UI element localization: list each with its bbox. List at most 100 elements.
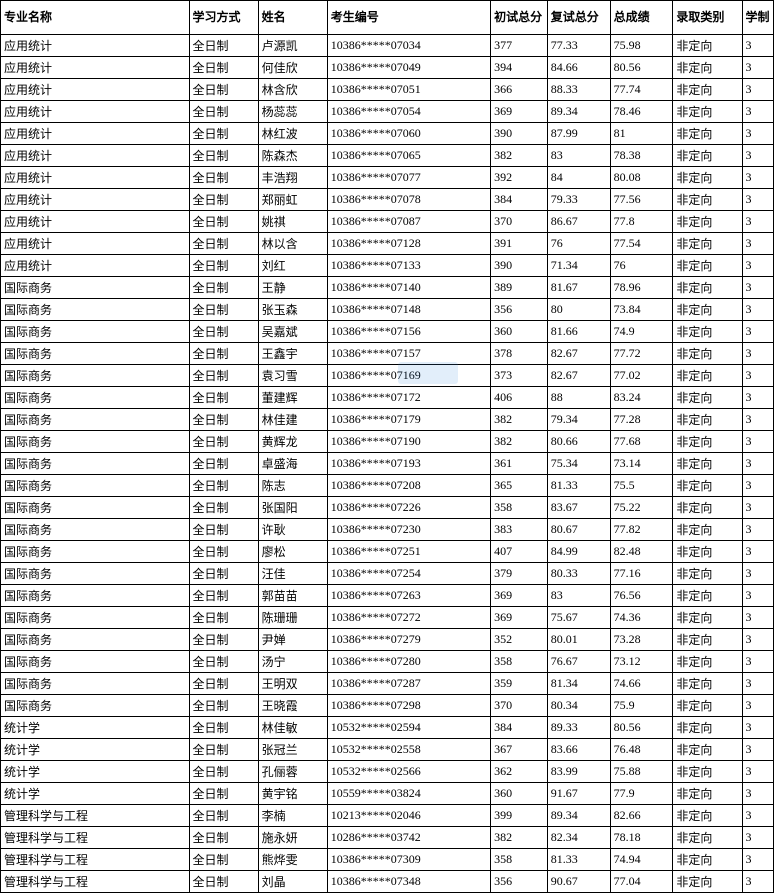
cell-s2: 83.99 [547,761,610,783]
cell-total: 75.98 [610,35,673,57]
cell-s1: 379 [491,563,548,585]
cell-mode: 全日制 [189,541,258,563]
cell-s2: 80.01 [547,629,610,651]
cell-id: 10386*****07060 [327,123,490,145]
cell-id: 10386*****07051 [327,79,490,101]
cell-yr: 3 [742,387,773,409]
table-row: 管理科学与工程全日制刘晶10386*****0734835690.6777.04… [1,871,774,893]
cell-total: 76.56 [610,585,673,607]
cell-name: 杨蕊蕊 [258,101,327,123]
cell-id: 10386*****07254 [327,563,490,585]
table-row: 国际商务全日制许耿10386*****0723038380.6777.82非定向… [1,519,774,541]
cell-yr: 3 [742,299,773,321]
cell-cat: 非定向 [673,761,742,783]
cell-yr: 3 [742,123,773,145]
cell-mode: 全日制 [189,167,258,189]
table-row: 应用统计全日制杨蕊蕊10386*****0705436989.3478.46非定… [1,101,774,123]
cell-cat: 非定向 [673,321,742,343]
cell-name: 王明双 [258,673,327,695]
cell-mode: 全日制 [189,497,258,519]
cell-major: 国际商务 [1,651,190,673]
cell-major: 应用统计 [1,35,190,57]
cell-s2: 79.34 [547,409,610,431]
cell-mode: 全日制 [189,299,258,321]
table-row: 国际商务全日制王晓霞10386*****0729837080.3475.9非定向… [1,695,774,717]
cell-s1: 407 [491,541,548,563]
cell-name: 林佳敏 [258,717,327,739]
cell-s2: 89.34 [547,805,610,827]
cell-id: 10386*****07156 [327,321,490,343]
cell-total: 77.28 [610,409,673,431]
cell-cat: 非定向 [673,453,742,475]
cell-s2: 76 [547,233,610,255]
cell-yr: 3 [742,497,773,519]
cell-total: 78.96 [610,277,673,299]
cell-name: 王鑫宇 [258,343,327,365]
table-row: 国际商务全日制卓盛海10386*****0719336175.3473.14非定… [1,453,774,475]
cell-major: 应用统计 [1,233,190,255]
cell-s2: 82.34 [547,827,610,849]
cell-name: 袁习雪 [258,365,327,387]
col-header-years: 学制 [742,1,773,35]
cell-s1: 358 [491,849,548,871]
cell-s2: 75.67 [547,607,610,629]
cell-total: 77.72 [610,343,673,365]
cell-mode: 全日制 [189,827,258,849]
cell-s1: 356 [491,299,548,321]
cell-name: 林以含 [258,233,327,255]
cell-name: 郑丽虹 [258,189,327,211]
cell-total: 81 [610,123,673,145]
cell-yr: 3 [742,145,773,167]
cell-cat: 非定向 [673,805,742,827]
cell-major: 国际商务 [1,607,190,629]
cell-major: 国际商务 [1,673,190,695]
cell-id: 10386*****07226 [327,497,490,519]
table-row: 应用统计全日制丰浩翔10386*****070773928480.08非定向3 [1,167,774,189]
cell-yr: 3 [742,343,773,365]
table-body: 应用统计全日制卢源凯10386*****0703437777.3375.98非定… [1,35,774,893]
col-header-mode: 学习方式 [189,1,258,35]
cell-s1: 369 [491,101,548,123]
cell-id: 10386*****07280 [327,651,490,673]
cell-major: 国际商务 [1,277,190,299]
cell-s2: 83 [547,585,610,607]
cell-total: 76 [610,255,673,277]
cell-id: 10386*****07078 [327,189,490,211]
cell-yr: 3 [742,695,773,717]
cell-name: 李楠 [258,805,327,827]
cell-name: 黄宇铭 [258,783,327,805]
cell-yr: 3 [742,475,773,497]
table-header: 专业名称 学习方式 姓名 考生编号 初试总分 复试总分 总成绩 录取类别 学制 [1,1,774,35]
table-row: 国际商务全日制林佳建10386*****0717938279.3477.28非定… [1,409,774,431]
cell-id: 10386*****07263 [327,585,490,607]
cell-total: 77.68 [610,431,673,453]
cell-s1: 382 [491,145,548,167]
table-row: 应用统计全日制陈森杰10386*****070653828378.38非定向3 [1,145,774,167]
table-row: 国际商务全日制尹婵10386*****0727935280.0173.28非定向… [1,629,774,651]
cell-major: 应用统计 [1,211,190,233]
cell-s2: 80.67 [547,519,610,541]
cell-s2: 89.33 [547,717,610,739]
cell-cat: 非定向 [673,387,742,409]
table-row: 应用统计全日制刘红10386*****0713339071.3476非定向3 [1,255,774,277]
cell-major: 国际商务 [1,497,190,519]
cell-s2: 83.66 [547,739,610,761]
cell-total: 73.14 [610,453,673,475]
cell-major: 国际商务 [1,343,190,365]
cell-s1: 399 [491,805,548,827]
cell-s2: 84.99 [547,541,610,563]
cell-cat: 非定向 [673,277,742,299]
cell-mode: 全日制 [189,101,258,123]
cell-mode: 全日制 [189,783,258,805]
table-row: 应用统计全日制林含欣10386*****0705136688.3377.74非定… [1,79,774,101]
cell-s2: 86.67 [547,211,610,233]
cell-mode: 全日制 [189,563,258,585]
cell-s2: 84.66 [547,57,610,79]
cell-mode: 全日制 [189,409,258,431]
cell-s1: 390 [491,255,548,277]
cell-id: 10532*****02566 [327,761,490,783]
cell-cat: 非定向 [673,255,742,277]
cell-s1: 352 [491,629,548,651]
cell-major: 应用统计 [1,255,190,277]
cell-yr: 3 [742,101,773,123]
